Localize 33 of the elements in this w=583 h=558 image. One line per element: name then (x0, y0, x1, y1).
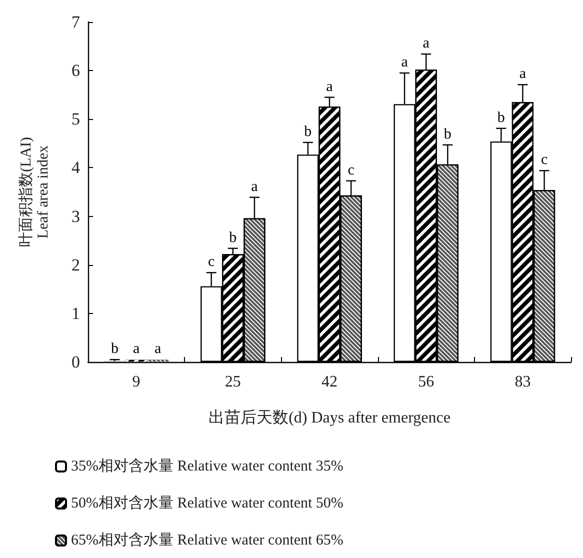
annotation: a (132, 341, 140, 358)
y-axis-title: 叶面积指数(LAI) Leaf area index (18, 137, 52, 247)
legend-label: 65%相对含水量 Relative water content 65% (71, 532, 344, 548)
legend-label: 50%相对含水量 Relative water content 50% (71, 494, 344, 512)
y-tick-label: 3 (72, 206, 80, 226)
y-tick-label: 0 (72, 352, 80, 372)
annotation: a (422, 36, 430, 52)
x-axis-title: 出苗后天数(d) Days after emergence (208, 408, 450, 426)
y-tick-label: 6 (72, 61, 80, 80)
y-tick-label: 4 (72, 158, 80, 178)
annotation: a (154, 341, 162, 358)
y-tick-label: 7 (72, 12, 80, 32)
x-tick-label: 25 (224, 374, 241, 390)
annotation: a (251, 178, 258, 195)
x-tick-label: 9 (132, 374, 140, 390)
annotation: a (519, 66, 526, 82)
x-tick-label: 83 (514, 374, 531, 390)
annotation: b (229, 230, 237, 246)
annotation: b (444, 126, 452, 142)
annotation: a (326, 78, 334, 95)
annotation: c (208, 254, 215, 270)
y-tick-label: 5 (72, 110, 80, 129)
x-tick-label: 42 (322, 374, 338, 390)
annotation: b (304, 124, 312, 140)
y-tick-label: 2 (72, 255, 80, 274)
x-tick-label: 56 (418, 374, 434, 390)
annotation: b (110, 341, 118, 358)
legend-label: 35%相对含水量 Relative water content 35% (71, 458, 344, 474)
annotation: a (401, 54, 408, 70)
annotation: b (497, 110, 505, 126)
annotation: c (348, 162, 355, 178)
y-tick-label: 1 (72, 304, 80, 323)
annotation: c (540, 152, 548, 168)
